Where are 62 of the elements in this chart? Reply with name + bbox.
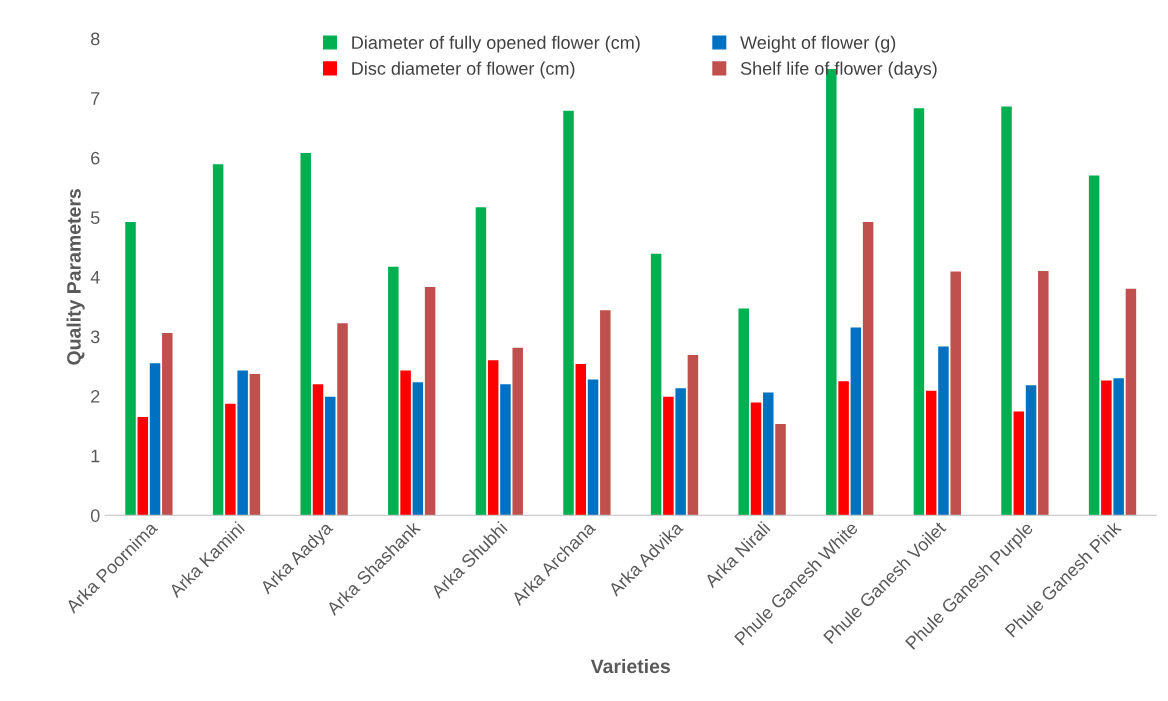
- bar: [862, 222, 874, 516]
- bar: [137, 416, 149, 516]
- bar: [663, 396, 674, 516]
- y-tick-label: 7: [91, 92, 100, 105]
- bar: [237, 370, 248, 516]
- bar: [775, 424, 786, 516]
- legend-label: Weight of flower (g): [740, 35, 896, 53]
- bar: [424, 287, 436, 516]
- bar: [575, 363, 587, 516]
- legend-label: Shelf life of flower (days): [740, 61, 937, 79]
- y-tick-label: 4: [90, 271, 100, 284]
- bar: [687, 354, 699, 516]
- bar: [738, 308, 749, 516]
- y-tick-label: 6: [91, 151, 100, 165]
- bar: [300, 152, 311, 516]
- y-tick-label: 5: [90, 211, 100, 225]
- bar: [1038, 270, 1049, 516]
- bar: [675, 388, 686, 516]
- bar: [925, 390, 937, 516]
- legend-label: Diameter of fully opened flower (cm): [352, 35, 640, 53]
- bar: [600, 310, 611, 516]
- bar: [500, 384, 511, 516]
- bar: [412, 382, 424, 516]
- bar: [512, 347, 523, 516]
- y-axis-title: Quality Parameters: [66, 189, 85, 365]
- bar: [249, 374, 261, 516]
- y-tick-label: 3: [90, 330, 100, 344]
- bar: [487, 360, 499, 516]
- x-axis-title: Varieties: [590, 658, 670, 674]
- bar: [938, 346, 949, 516]
- bar: [337, 323, 348, 516]
- bar: [125, 222, 136, 516]
- bar: [475, 207, 487, 516]
- bar: [1113, 378, 1124, 516]
- bar: [650, 253, 662, 516]
- bar: [850, 327, 862, 516]
- bar: [149, 363, 161, 516]
- bar: [763, 392, 774, 516]
- bar: [1101, 380, 1112, 516]
- bar: [225, 403, 236, 516]
- y-tick-label: 1: [91, 449, 100, 463]
- bar: [913, 108, 925, 516]
- bar: [388, 266, 399, 516]
- y-tick-label: 2: [91, 390, 100, 403]
- y-tick-label: 0: [90, 509, 100, 522]
- y-tick-label: 8: [91, 32, 100, 46]
- bar: [950, 271, 961, 516]
- bar: [838, 381, 849, 516]
- bar: [162, 332, 173, 516]
- bar: [587, 379, 599, 516]
- bar: [1088, 175, 1100, 516]
- bar: [212, 164, 224, 516]
- bar: [400, 370, 411, 516]
- bar: [1125, 288, 1137, 516]
- bar: [1001, 106, 1012, 516]
- bar: [1025, 385, 1037, 516]
- bar: [750, 402, 762, 516]
- bar: [312, 384, 324, 516]
- bar: [325, 396, 336, 516]
- bar: [1013, 411, 1025, 516]
- legend-label: Disc diameter of flower (cm): [352, 61, 575, 79]
- bar: [563, 110, 574, 516]
